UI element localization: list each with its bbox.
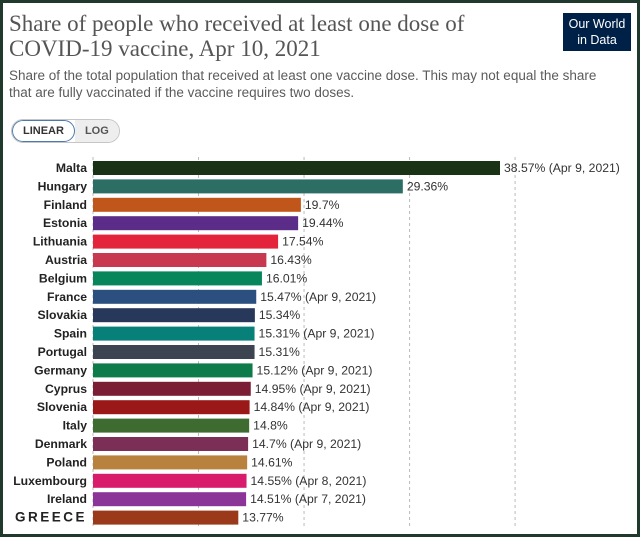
value-label: 14.95% (Apr 9, 2021) <box>255 382 371 396</box>
value-label: 17.54% <box>282 235 323 249</box>
category-label: Finland <box>44 198 87 212</box>
category-label: Italy <box>63 419 88 433</box>
bar-row[interactable]: Cyprus 14.95% (Apr 9, 2021) <box>45 381 371 396</box>
category-label: Portugal <box>38 345 87 359</box>
value-label: 16.43% <box>270 253 311 267</box>
category-label: Austria <box>45 253 87 267</box>
bar-row[interactable]: Luxembourg 14.55% (Apr 8, 2021) <box>13 473 367 488</box>
linear-scale-button[interactable]: LINEAR <box>12 120 75 142</box>
value-label: 15.31% <box>259 345 300 359</box>
logo-line-1: Our World <box>568 17 626 31</box>
owid-logo[interactable]: Our World in Data <box>563 13 631 51</box>
value-label: 14.8% <box>253 419 288 433</box>
bar-row[interactable]: Slovakia 15.34% <box>38 308 301 323</box>
bar-row[interactable]: Slovenia 14.84% (Apr 9, 2021) <box>37 400 370 415</box>
category-label: Belgium <box>39 271 87 285</box>
bar-row[interactable]: Portugal 15.31% <box>38 345 300 359</box>
bar[interactable] <box>93 455 248 470</box>
bar[interactable] <box>93 289 257 304</box>
bar[interactable] <box>93 510 239 525</box>
category-label: Cyprus <box>45 382 87 396</box>
bar-row[interactable]: Hungary 29.36% <box>38 179 449 194</box>
bar-chart: Malta 38.57% (Apr 9, 2021) Hungary 29.36% Fi… <box>13 157 620 529</box>
category-label: GREECE <box>15 510 87 525</box>
value-label: 14.7% (Apr 9, 2021) <box>252 437 361 451</box>
bar[interactable] <box>93 363 253 378</box>
bar[interactable] <box>93 216 299 231</box>
value-label: 13.77% <box>242 511 283 525</box>
value-label: 15.34% <box>259 308 300 322</box>
bar-row[interactable]: Spain 15.31% (Apr 9, 2021) <box>54 326 375 341</box>
scale-toggle: LINEAR LOG <box>11 119 120 143</box>
bar-row[interactable]: Italy 14.8% <box>63 418 288 433</box>
bar[interactable] <box>93 473 247 488</box>
bar-row[interactable]: France 15.47% (Apr 9, 2021) <box>47 289 376 304</box>
bar[interactable] <box>93 234 279 249</box>
bar[interactable] <box>93 326 255 341</box>
bar[interactable] <box>93 492 247 507</box>
category-label: Estonia <box>43 216 87 230</box>
value-label: 14.55% (Apr 8, 2021) <box>251 474 367 488</box>
category-label: Lithuania <box>33 235 87 249</box>
bar-row[interactable]: Ireland 14.51% (Apr 7, 2021) <box>47 492 366 507</box>
value-label: 14.51% (Apr 7, 2021) <box>250 492 366 506</box>
category-label: Germany <box>34 363 87 377</box>
bar-row[interactable]: Denmark 14.7% (Apr 9, 2021) <box>35 437 361 451</box>
category-label: Spain <box>54 327 87 341</box>
bar[interactable] <box>93 308 255 323</box>
category-label: France <box>47 290 87 304</box>
category-label: Ireland <box>47 492 87 506</box>
category-label: Poland <box>46 455 87 469</box>
log-scale-button[interactable]: LOG <box>74 120 119 142</box>
category-label: Malta <box>56 161 87 175</box>
bar-row[interactable]: Malta 38.57% (Apr 9, 2021) <box>56 161 620 175</box>
category-label: Slovakia <box>38 308 88 322</box>
bar-row[interactable]: Germany 15.12% (Apr 9, 2021) <box>34 363 373 378</box>
value-label: 38.57% (Apr 9, 2021) <box>504 161 620 175</box>
chart-title: Share of people who received at least on… <box>9 11 465 61</box>
category-label: Luxembourg <box>13 474 87 488</box>
bar-row[interactable]: Belgium 16.01% <box>39 271 308 286</box>
bar[interactable] <box>93 253 267 267</box>
bar[interactable] <box>93 197 301 212</box>
bar-row[interactable]: GREECE 13.77% <box>15 510 284 525</box>
value-label: 15.47% (Apr 9, 2021) <box>260 290 376 304</box>
value-label: 29.36% <box>407 179 448 193</box>
value-label: 14.84% (Apr 9, 2021) <box>254 400 370 414</box>
category-label: Denmark <box>35 437 87 451</box>
value-label: 15.31% (Apr 9, 2021) <box>259 327 375 341</box>
value-label: 16.01% <box>266 271 307 285</box>
value-label: 14.61% <box>251 455 292 469</box>
bar[interactable] <box>93 271 262 286</box>
bars-group: Malta 38.57% (Apr 9, 2021) Hungary 29.36% Fi… <box>13 161 620 525</box>
category-label: Slovenia <box>37 400 87 414</box>
bar-row[interactable]: Lithuania 17.54% <box>33 234 324 249</box>
bar-row[interactable]: Austria 16.43% <box>45 253 312 267</box>
bar-row[interactable]: Poland 14.61% <box>46 455 293 470</box>
value-label: 15.12% (Apr 9, 2021) <box>257 363 373 377</box>
bar[interactable] <box>93 400 250 415</box>
value-label: 19.44% <box>302 216 343 230</box>
bar[interactable] <box>93 345 255 359</box>
bar[interactable] <box>93 437 249 451</box>
value-label: 19.7% <box>305 198 340 212</box>
bar-row[interactable]: Estonia 19.44% <box>43 216 344 231</box>
bar[interactable] <box>93 418 250 433</box>
category-label: Hungary <box>38 179 88 193</box>
bar[interactable] <box>93 179 403 194</box>
bar[interactable] <box>93 381 251 396</box>
bar[interactable] <box>93 161 500 175</box>
logo-line-2: in Data <box>577 33 617 47</box>
bar-row[interactable]: Finland 19.7% <box>44 197 340 212</box>
chart-subtitle: Share of the total population that recei… <box>9 68 597 100</box>
